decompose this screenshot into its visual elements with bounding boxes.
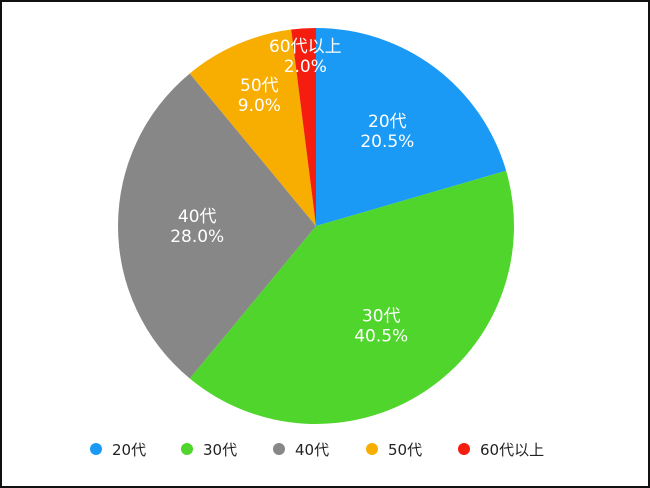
legend-item-30s: 30代 xyxy=(181,437,237,461)
slice-value-label-50s: 9.0% xyxy=(238,96,281,116)
slice-value-label-20s: 20.5% xyxy=(360,132,414,152)
legend-item-50s: 50代 xyxy=(366,437,422,461)
slice-category-label-40s: 40代 xyxy=(178,207,217,227)
slice-category-label-50s: 50代 xyxy=(240,76,279,96)
legend-swatch-20s xyxy=(90,443,102,455)
legend-label-50s: 50代 xyxy=(388,440,423,459)
legend-label-40s: 40代 xyxy=(295,440,330,459)
legend-label-60s-over: 60代以上 xyxy=(480,440,545,459)
slice-value-label-60s-over: 2.0% xyxy=(284,57,327,77)
slice-category-label-20s: 20代 xyxy=(368,112,407,132)
pie-slice-20s xyxy=(316,28,507,226)
slice-value-label-40s: 28.0% xyxy=(170,227,224,247)
legend-item-20s: 20代 xyxy=(90,437,146,461)
pie-slice-40s xyxy=(118,73,317,379)
legend-swatch-50s xyxy=(366,443,378,455)
slice-category-label-60s-over: 60代以上 xyxy=(269,37,342,57)
pie-slice-30s xyxy=(189,170,515,424)
legend: 20代 30代 40代 50代 60代以上 xyxy=(0,437,650,461)
pie-slice-50s xyxy=(189,29,316,226)
slice-value-label-30s: 40.5% xyxy=(354,326,408,346)
slice-category-label-30s: 30代 xyxy=(362,306,401,326)
legend-swatch-60s-over xyxy=(458,443,470,455)
pie-slice-60s-over xyxy=(291,28,316,226)
legend-item-60s-over: 60代以上 xyxy=(458,437,544,461)
legend-label-20s: 20代 xyxy=(112,440,147,459)
legend-item-40s: 40代 xyxy=(273,437,329,461)
legend-label-30s: 30代 xyxy=(203,440,238,459)
legend-swatch-40s xyxy=(273,443,285,455)
legend-swatch-30s xyxy=(181,443,193,455)
